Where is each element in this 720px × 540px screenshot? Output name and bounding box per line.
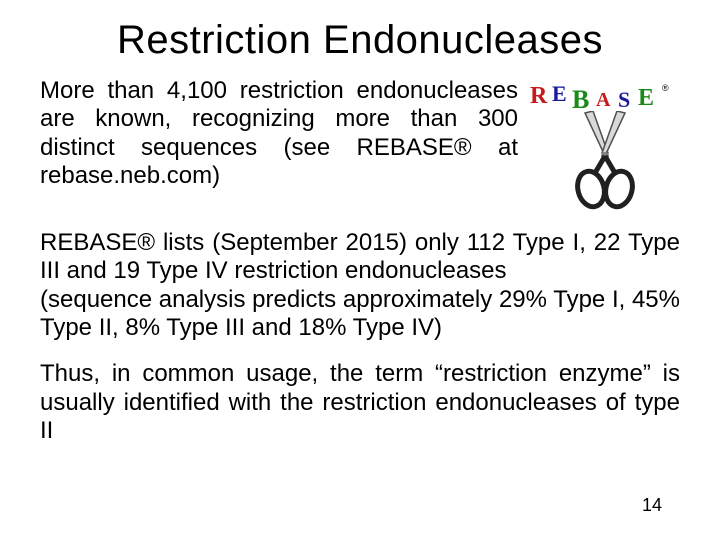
paragraph-2b: (sequence analysis predicts approximatel…	[40, 286, 680, 341]
intro-row: More than 4,100 restriction endonuclease…	[40, 77, 680, 211]
scissor-shank-right	[605, 156, 615, 173]
paragraph-1: More than 4,100 restriction endonuclease…	[40, 77, 518, 190]
logo-letter: B	[572, 85, 589, 115]
logo-letter: A	[596, 89, 610, 112]
scissor-handle-right	[602, 168, 636, 210]
logo-letter: E	[552, 81, 567, 107]
paragraph-2a: REBASE® lists (September 2015) only 112 …	[40, 229, 680, 284]
logo-letter: R	[530, 83, 547, 110]
scissor-shank-left	[595, 156, 605, 173]
page-number: 14	[642, 495, 662, 516]
scissors-icon	[565, 111, 645, 211]
scissor-handle-left	[574, 168, 608, 210]
logo-letter: E	[638, 85, 654, 112]
registered-mark: ®	[662, 83, 669, 93]
logo-letter: S	[618, 87, 630, 113]
scissor-blade-right	[602, 111, 625, 156]
rebase-logo-block: ® REBASE	[530, 77, 680, 211]
rebase-logo: ® REBASE	[530, 81, 680, 109]
slide-container: Restriction Endonucleases More than 4,10…	[0, 0, 720, 540]
paragraph-2: REBASE® lists (September 2015) only 112 …	[40, 229, 680, 342]
slide-title: Restriction Endonucleases	[40, 18, 680, 63]
paragraph-3: Thus, in common usage, the term “restric…	[40, 360, 680, 445]
